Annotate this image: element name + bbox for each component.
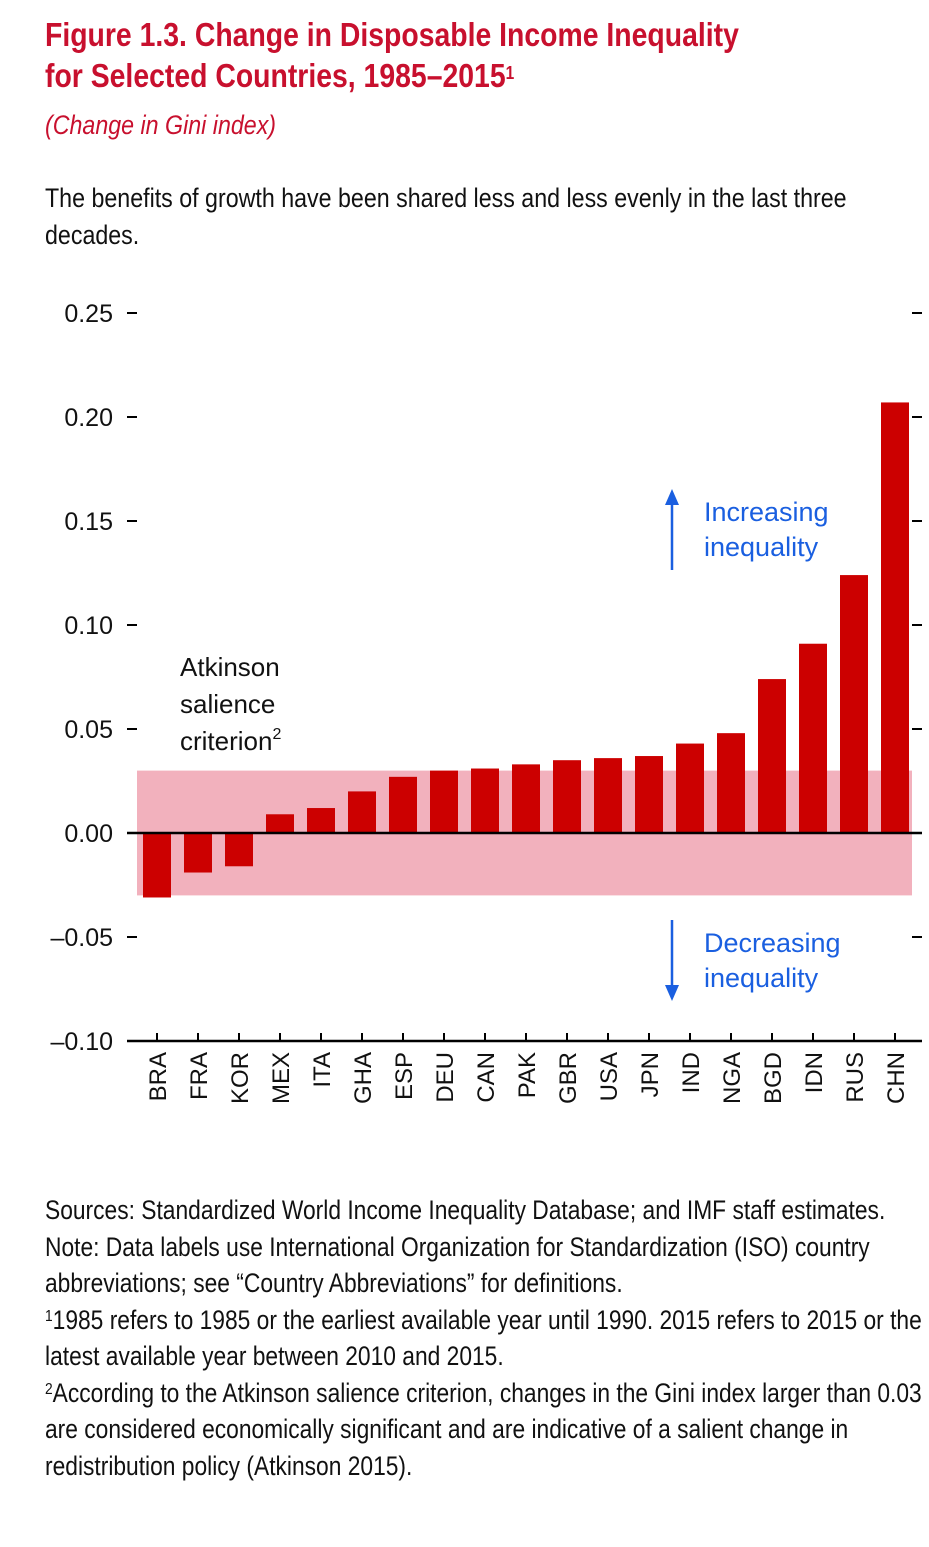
x-tick-label-ind: IND <box>678 1052 705 1093</box>
decreasing-label-line1: Decreasing <box>704 928 841 958</box>
x-tick-label-rus: RUS <box>842 1052 869 1103</box>
bar-pak <box>512 764 540 833</box>
bar-gha <box>348 791 376 833</box>
increasing-label-line1: Increasing <box>704 497 829 527</box>
bar-esp <box>389 776 417 833</box>
x-tick-label-esp: ESP <box>391 1052 418 1100</box>
band-label-line3: criterion2 <box>180 726 281 756</box>
title-footnote-mark: 1 <box>505 63 515 83</box>
sources-note: Sources: Standardized World Income Inequ… <box>45 1195 886 1225</box>
bar-chn <box>881 402 909 833</box>
band-label: Atkinson salience criterion2 <box>180 652 281 756</box>
band-label-line1: Atkinson <box>180 652 280 682</box>
increasing-label-line2: inequality <box>704 532 819 562</box>
down-arrowhead-icon <box>665 985 679 1001</box>
bar-idn <box>799 643 827 833</box>
x-tick-label-usa: USA <box>596 1052 623 1101</box>
footnote-1: 11985 refers to 1985 or the earliest ava… <box>45 1304 922 1372</box>
bar-jpn <box>635 756 663 833</box>
x-tick-label-jpn: JPN <box>637 1052 664 1097</box>
y-tick-label: –0.10 <box>50 1028 113 1056</box>
x-tick-label-deu: DEU <box>432 1052 459 1103</box>
y-tick-label: 0.10 <box>64 612 113 640</box>
figure-lede: The benefits of growth have been shared … <box>45 183 847 250</box>
x-tick-label-ita: ITA <box>309 1052 336 1088</box>
bar-bra <box>143 833 171 898</box>
x-tick-label-bra: BRA <box>145 1052 172 1101</box>
increasing-annotation: Increasing inequality <box>665 489 829 570</box>
decreasing-annotation: Decreasing inequality <box>665 920 841 1001</box>
footnote-2: 2According to the Atkinson salience crit… <box>45 1377 922 1481</box>
bars-layer <box>143 402 909 898</box>
decreasing-label-line2: inequality <box>704 963 819 993</box>
figure-title: Figure 1.3. Change in Disposable Income … <box>45 14 793 96</box>
x-tick-label-nga: NGA <box>719 1052 746 1104</box>
y-tick-label: –0.05 <box>50 924 113 952</box>
bar-gbr <box>553 760 581 833</box>
x-tick-label-mex: MEX <box>268 1052 295 1104</box>
bar-bgd <box>758 679 786 833</box>
axis-layer: 0.25 0.20 0.15 0.10 0.05 0.00 –0.05 –0.10 BRA FRA… <box>50 300 922 1104</box>
y-tick-label: 0.15 <box>64 508 113 536</box>
x-tick-label-gha: GHA <box>350 1052 377 1104</box>
x-tick-label-can: CAN <box>473 1052 500 1103</box>
x-tick-label-idn: IDN <box>801 1052 828 1093</box>
figure-title-line2: for Selected Countries, 1985–20151 <box>45 57 515 94</box>
iso-note: Note: Data labels use International Orga… <box>45 1231 870 1299</box>
figure-notes: Sources: Standardized World Income Inequ… <box>45 1192 922 1484</box>
y-tick-label: 0.00 <box>64 820 113 848</box>
x-tick-label-kor: KOR <box>227 1052 254 1104</box>
up-arrowhead-icon <box>665 489 679 505</box>
y-tick-label: 0.20 <box>64 404 113 432</box>
bar-can <box>471 768 499 833</box>
figure-subtitle: (Change in Gini index) <box>45 110 277 140</box>
x-tick-label-bgd: BGD <box>760 1052 787 1104</box>
x-tick-label-fra: FRA <box>186 1052 213 1100</box>
bar-fra <box>184 833 212 873</box>
bar-mex <box>266 814 294 833</box>
band-label-line2: salience <box>180 689 275 719</box>
y-tick-label: 0.25 <box>64 300 113 328</box>
x-tick-label-gbr: GBR <box>555 1052 582 1104</box>
bar-chart: 0.25 0.20 0.15 0.10 0.05 0.00 –0.05 –0.10 BRA FRA… <box>50 300 922 1104</box>
x-tick-label-chn: CHN <box>883 1052 910 1104</box>
x-tick-label-pak: PAK <box>514 1052 541 1098</box>
bar-kor <box>225 833 253 867</box>
figure-title-line1: Figure 1.3. Change in Disposable Income … <box>45 16 739 53</box>
bar-nga <box>717 733 745 833</box>
bar-ita <box>307 808 335 833</box>
bar-ind <box>676 743 704 833</box>
y-tick-label: 0.05 <box>64 716 113 744</box>
bar-usa <box>594 758 622 833</box>
bar-rus <box>840 575 868 833</box>
bar-deu <box>430 770 458 833</box>
